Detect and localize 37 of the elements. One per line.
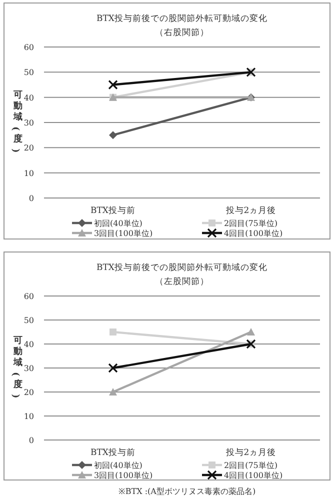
legend-label: 初回(40単位) bbox=[94, 219, 142, 228]
legend-label: 2回目(75単位) bbox=[224, 461, 278, 470]
y-tick-label: 60 bbox=[24, 292, 34, 301]
y-axis-title: 可動域(度) bbox=[10, 335, 22, 398]
chart-subtitle: （左股関節） bbox=[155, 276, 209, 287]
y-tick-label: 40 bbox=[24, 340, 34, 349]
y-tick-label: 20 bbox=[24, 388, 34, 397]
y-axis-title: 可動域(度) bbox=[10, 90, 22, 153]
x-tick-label: BTX投与前 bbox=[90, 205, 136, 216]
point bbox=[108, 363, 118, 373]
y-tick-label: 60 bbox=[24, 43, 34, 52]
y-tick-label: 10 bbox=[24, 168, 34, 178]
point bbox=[110, 328, 116, 336]
legend-label: 2回目(75単位) bbox=[224, 219, 278, 228]
legend-label: 4回目(100単位) bbox=[224, 471, 283, 480]
text: ※BTX :(A型ボツリヌス毒素の薬品名) bbox=[118, 487, 256, 496]
y-tick-label: 30 bbox=[24, 118, 34, 128]
y-tick-label: 0 bbox=[28, 436, 34, 445]
x-tick-label: 投与2ヵ月後 bbox=[224, 205, 276, 216]
y-tick-label: 40 bbox=[24, 93, 34, 102]
legend-label: 初回(40単位) bbox=[94, 461, 142, 470]
point bbox=[108, 80, 118, 90]
point bbox=[109, 131, 117, 140]
x-tick-label: BTX投与前 bbox=[90, 447, 136, 458]
y-tick-label: 20 bbox=[24, 144, 34, 153]
legend-label: 3回目(100単位) bbox=[94, 229, 153, 238]
x-tick-label: 投与2ヵ月後 bbox=[224, 447, 276, 458]
y-tick-label: 30 bbox=[24, 364, 34, 373]
y-tick-label: 10 bbox=[24, 412, 34, 421]
y-tick-label: 50 bbox=[24, 316, 34, 325]
y-tick-label: 0 bbox=[28, 194, 34, 203]
chart-subtitle: （右股関節） bbox=[155, 27, 209, 38]
y-tick-label: 50 bbox=[24, 68, 34, 78]
chart-title: BTX投与前後での股関節外転可動域の変化 bbox=[96, 13, 268, 24]
legend-label: 4回目(100単位) bbox=[224, 229, 283, 238]
chart-title: BTX投与前後での股関節外転可動域の変化 bbox=[96, 262, 268, 273]
legend-label: 3回目(100単位) bbox=[94, 471, 153, 480]
